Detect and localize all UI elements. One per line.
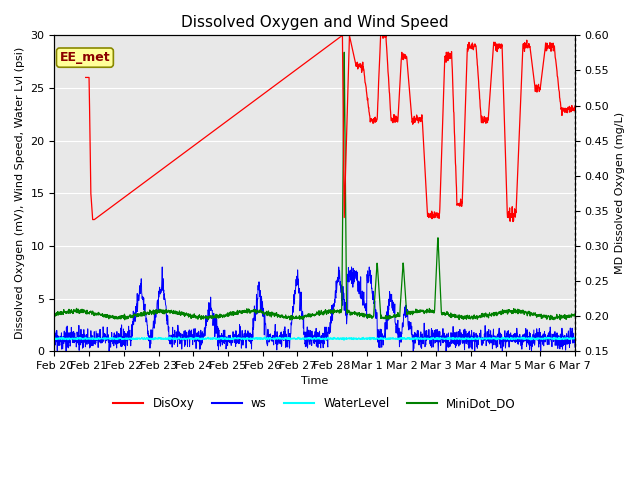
ws (557, 331, 564, 337)
MiniDot_DO (304, 313, 312, 319)
ws (51, 336, 58, 342)
WaterLevel (175, 334, 183, 340)
ws (556, 334, 564, 340)
WaterLevel (571, 336, 579, 341)
X-axis label: Time: Time (301, 376, 328, 386)
Line: MiniDot_DO: MiniDot_DO (54, 52, 575, 320)
Line: ws: ws (54, 267, 575, 351)
ws (158, 264, 166, 270)
ws (291, 301, 298, 307)
ws (461, 326, 468, 332)
Y-axis label: MD Dissolved Oxygen (mg/L): MD Dissolved Oxygen (mg/L) (615, 112, 625, 275)
WaterLevel (340, 337, 348, 343)
DisOxy (290, 69, 298, 74)
WaterLevel (557, 336, 564, 341)
MiniDot_DO (461, 313, 468, 319)
MiniDot_DO (340, 49, 348, 55)
Line: WaterLevel: WaterLevel (54, 337, 575, 340)
DisOxy (304, 59, 312, 64)
MiniDot_DO (571, 313, 579, 319)
ws (62, 348, 70, 354)
MiniDot_DO (290, 316, 298, 322)
Y-axis label: Dissolved Oxygen (mV), Wind Speed, Water Lvl (psi): Dissolved Oxygen (mV), Wind Speed, Water… (15, 47, 25, 339)
MiniDot_DO (51, 312, 58, 317)
WaterLevel (304, 336, 312, 342)
MiniDot_DO (77, 308, 85, 313)
DisOxy (571, 103, 579, 109)
Legend: DisOxy, ws, WaterLevel, MiniDot_DO: DisOxy, ws, WaterLevel, MiniDot_DO (109, 392, 520, 415)
WaterLevel (51, 336, 58, 341)
ws (77, 336, 85, 342)
DisOxy (556, 96, 564, 101)
Line: DisOxy: DisOxy (86, 31, 575, 222)
DisOxy (556, 95, 563, 100)
WaterLevel (556, 336, 564, 342)
Text: EE_met: EE_met (60, 51, 110, 64)
Title: Dissolved Oxygen and Wind Speed: Dissolved Oxygen and Wind Speed (181, 15, 449, 30)
WaterLevel (77, 336, 85, 342)
WaterLevel (290, 335, 298, 341)
MiniDot_DO (556, 313, 564, 319)
ws (304, 339, 312, 345)
MiniDot_DO (557, 317, 564, 323)
DisOxy (460, 137, 468, 143)
WaterLevel (461, 336, 468, 342)
MiniDot_DO (286, 317, 294, 323)
ws (571, 345, 579, 350)
